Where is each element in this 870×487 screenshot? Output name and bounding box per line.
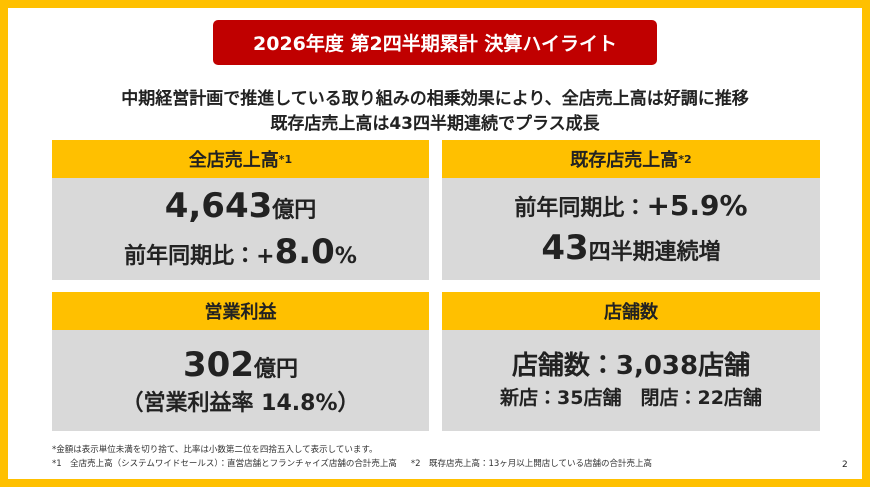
metric-value: 8.0 <box>274 232 335 272</box>
header-note: *1 <box>278 152 293 166</box>
metric-unit: % <box>334 244 357 269</box>
header-text: 店舗数 <box>604 302 658 323</box>
page-number: 2 <box>842 460 848 470</box>
panel-body: 前年同期比：+5.9% 43四半期連続増 <box>442 178 820 280</box>
metric-line: （営業利益率 14.8%） <box>122 390 360 418</box>
panel-body: 302億円 （営業利益率 14.8%） <box>52 330 429 431</box>
slide-title: 2026年度 第2四半期累計 決算ハイライト <box>213 20 657 65</box>
footnote-text: *2 既存店売上高：13ヶ月以上開店している店舗の合計売上高 <box>410 459 653 469</box>
panel-header: 営業利益 <box>52 292 429 330</box>
metric-line: 4,643億円 <box>165 185 317 228</box>
panel-header: 全店売上高 *1 <box>52 140 429 178</box>
header-text: 営業利益 <box>204 302 277 323</box>
header-text: 既存店売上高 <box>570 150 679 171</box>
metric-value: 4,643 <box>164 185 273 226</box>
metric-line: 店舗数：3,038店舗 <box>512 350 750 383</box>
header-note: *2 <box>678 152 692 166</box>
footnote: *1 全店売上高（システムワイドセールス）：直営店舗とフランチャイズ店舗の合計売… <box>52 457 652 469</box>
metric-line: 302億円 <box>183 344 298 387</box>
metric-value: 店舗数：3,038店舗 <box>511 351 751 382</box>
metric-line: 新店：35店舗 閉店：22店舗 <box>500 387 762 411</box>
metric-value: 302 <box>183 344 254 385</box>
metric-detail: 新店：35店舗 閉店：22店舗 <box>500 386 762 409</box>
metric-value: +5.9% <box>646 189 748 223</box>
metric-unit: 億円 <box>272 197 317 223</box>
panel-body: 店舗数：3,038店舗 新店：35店舗 閉店：22店舗 <box>442 330 820 431</box>
footnote: *金額は表示単位未満を切り捨て、比率は小数第二位を四捨五入して表示しています。 <box>52 445 378 455</box>
panel-header: 既存店売上高 *2 <box>442 140 820 178</box>
metric-unit: 億円 <box>253 356 298 382</box>
metric-line: 前年同期比：+8.0% <box>124 231 357 274</box>
subtitle: 既存店売上高は43四半期連続でプラス成長 <box>270 114 600 134</box>
metric-line: 前年同期比：+5.9% <box>514 188 747 223</box>
metric-value: 43 <box>541 228 589 269</box>
panel-body: 4,643億円 前年同期比：+8.0% <box>52 178 429 280</box>
metric-label: 前年同期比：+ <box>124 244 275 269</box>
metric-line: 43四半期連続増 <box>541 227 720 270</box>
metric-note: （営業利益率 14.8%） <box>121 391 360 416</box>
subtitle: 中期経営計画で推進している取り組みの相乗効果により、全店売上高は好調に推移 <box>121 89 749 109</box>
panel-header: 店舗数 <box>442 292 820 330</box>
metric-unit: 四半期連続増 <box>588 240 721 266</box>
header-text: 全店売上高 <box>188 150 279 171</box>
metric-label: 前年同期比： <box>514 196 647 222</box>
footnote-text: *1 全店売上高（システムワイドセールス）：直営店舗とフランチャイズ店舗の合計売… <box>52 459 397 469</box>
